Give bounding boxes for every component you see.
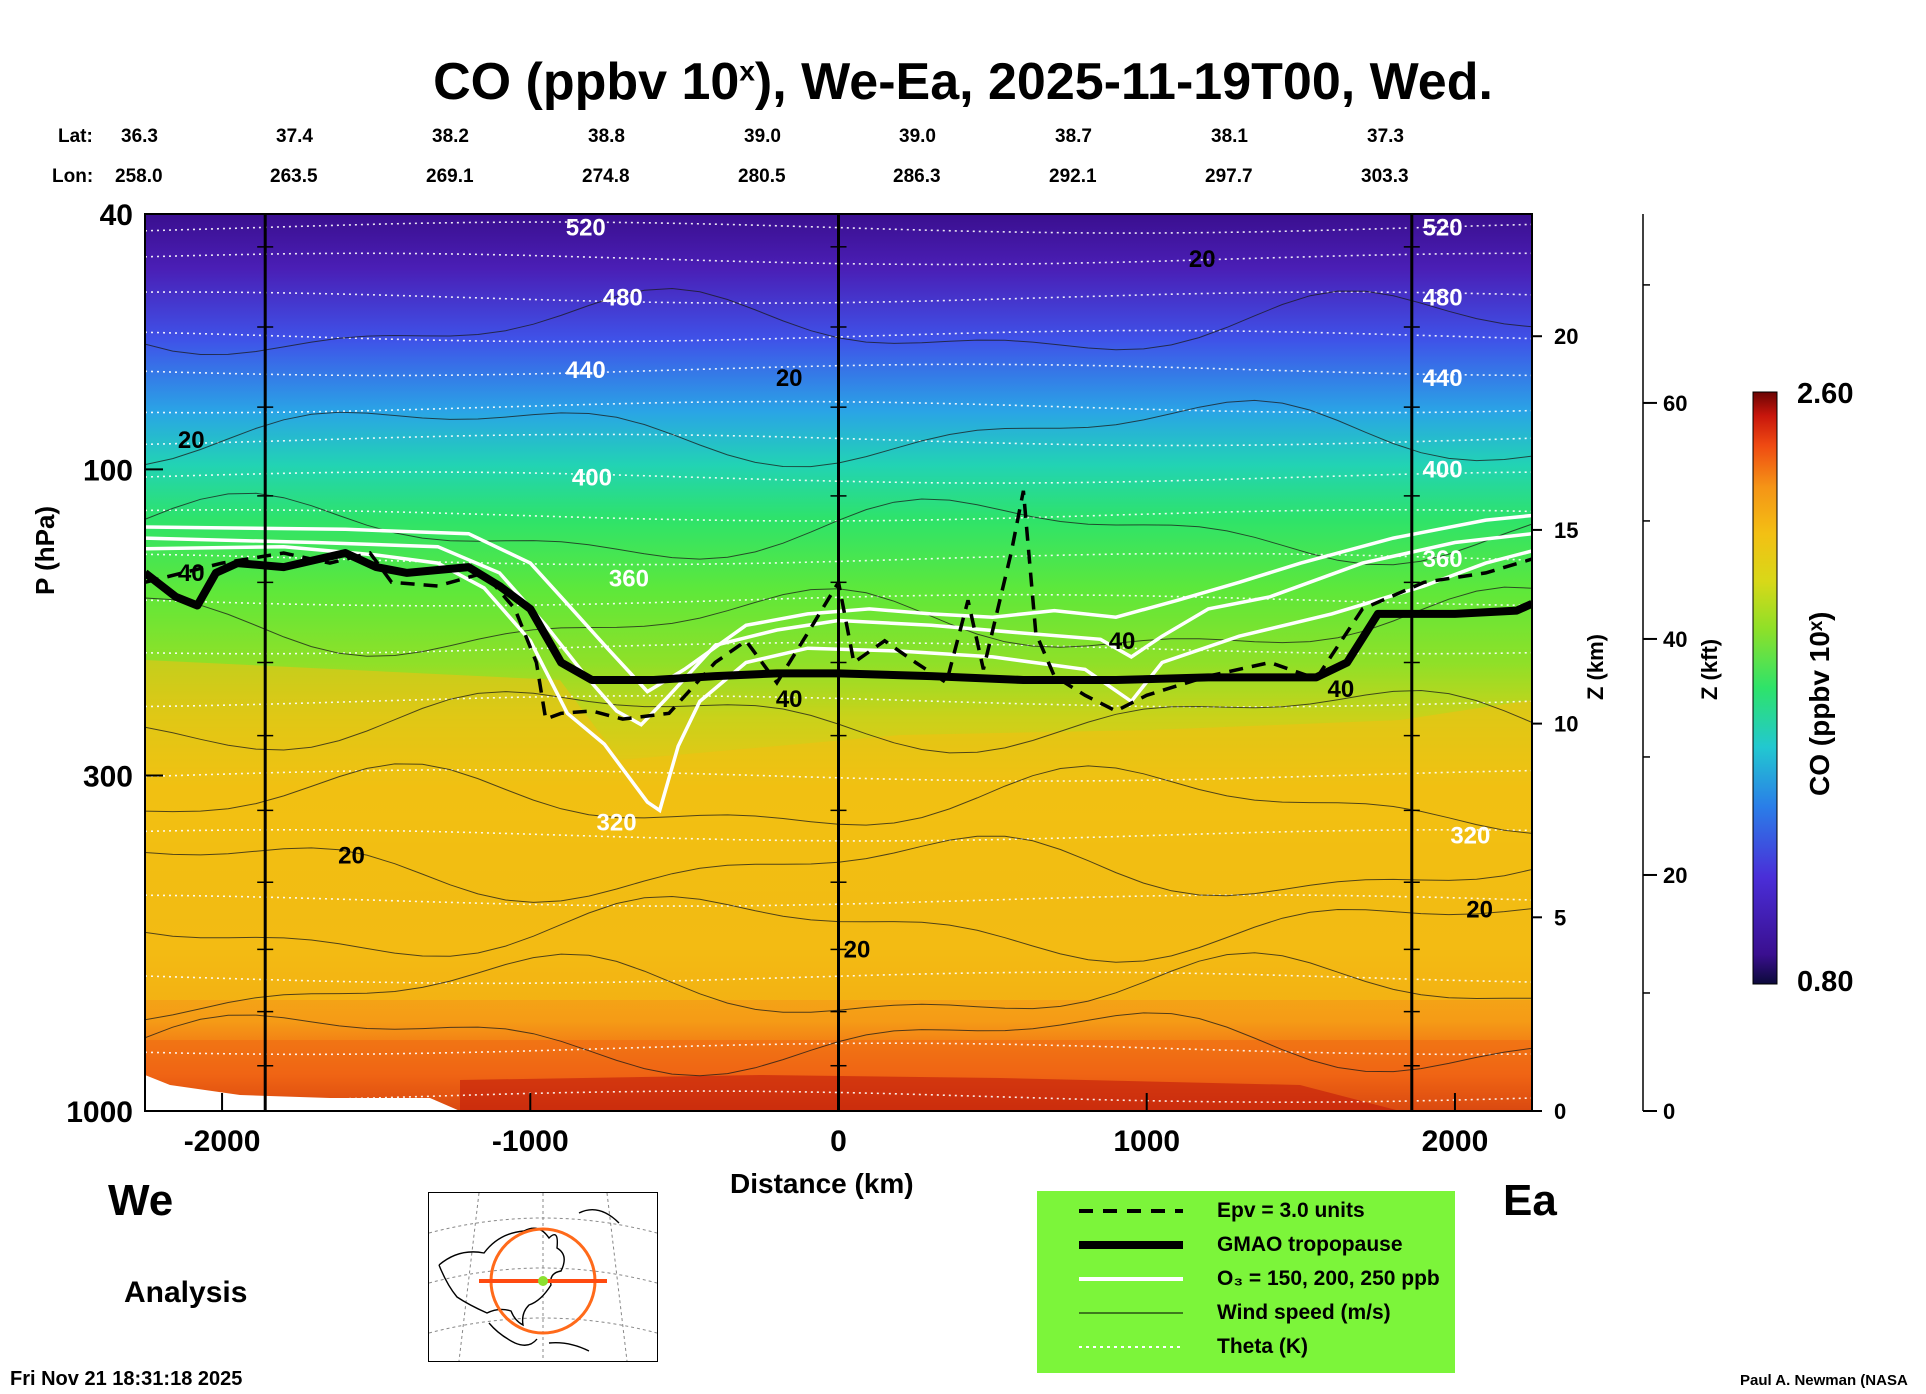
locator-map	[428, 1192, 658, 1362]
legend-wind: Wind speed (m/s)	[1077, 1298, 1391, 1328]
z-km-tick-label: 0	[1554, 1099, 1566, 1124]
epv-contour	[145, 490, 1532, 722]
theta-label: 320	[1450, 822, 1490, 849]
wind-label: 20	[776, 365, 803, 392]
theta-label: 360	[609, 566, 649, 593]
lon-value: 269.1	[426, 166, 474, 187]
y-tick-label: 100	[83, 454, 133, 487]
legend-theta-swatch	[1079, 1346, 1183, 1348]
lat-value: 36.3	[121, 126, 158, 147]
legend-epv: Epv = 3.0 units	[1077, 1196, 1365, 1226]
analysis-label: Analysis	[124, 1276, 248, 1309]
lat-value: 38.2	[432, 126, 469, 147]
wind-label: 20	[1189, 246, 1216, 273]
y-axis-label: P (hPa)	[30, 505, 60, 595]
map-center-marker	[538, 1276, 548, 1286]
colorbar-min-label: 0.80	[1797, 966, 1854, 998]
wind-label: 40	[1109, 628, 1136, 655]
east-label: Ea	[1503, 1176, 1557, 1225]
theta-label: 520	[1423, 215, 1463, 242]
lon-value: 263.5	[270, 166, 318, 187]
theta-label: 480	[603, 285, 643, 312]
x-axis-label: Distance (km)	[730, 1168, 914, 1199]
colorbar	[1752, 391, 1778, 985]
ozone-250-contour	[145, 544, 1532, 814]
x-tick-label: -1000	[492, 1125, 569, 1158]
legend: Epv = 3.0 units GMAO tropopause O₃ = 150…	[1037, 1191, 1455, 1373]
legend-tropopause: GMAO tropopause	[1077, 1230, 1403, 1260]
legend-tropopause-swatch	[1079, 1241, 1183, 1249]
y-tick-label: 40	[100, 199, 133, 232]
z-kft-tick-label: 20	[1663, 863, 1687, 888]
theta-label: 400	[1423, 456, 1463, 483]
west-label: We	[108, 1176, 174, 1225]
timestamp: Fri Nov 21 18:31:18 2025	[10, 1368, 243, 1390]
z-km-tick-label: 20	[1554, 324, 1578, 349]
lat-value: 37.3	[1367, 126, 1404, 147]
theta-label: 400	[572, 465, 612, 492]
legend-epv-swatch	[1079, 1209, 1183, 1213]
theta-label: 320	[597, 809, 637, 836]
legend-ozone-swatch	[1079, 1277, 1183, 1281]
wind-label: 20	[338, 843, 365, 870]
lon-value: 286.3	[893, 166, 941, 187]
y-tick-label: 300	[83, 760, 133, 793]
z-km-tick-label: 5	[1554, 905, 1566, 930]
lon-value: 274.8	[582, 166, 630, 187]
x-tick-label: 0	[830, 1125, 847, 1158]
theta-label: 360	[1423, 546, 1463, 573]
x-tick-label: 1000	[1113, 1125, 1180, 1158]
wind-label: 20	[844, 936, 871, 963]
lat-label: Lat:	[58, 126, 93, 147]
z-kft-tick-label: 60	[1663, 391, 1687, 416]
z-km-label: Z (km)	[1583, 634, 1608, 700]
lat-value: 39.0	[899, 126, 936, 147]
x-tick-label: -2000	[184, 1125, 261, 1158]
z-kft-tick-label: 0	[1663, 1099, 1675, 1124]
ozone-150-contour	[145, 513, 1532, 694]
lon-label: Lon:	[52, 166, 94, 187]
wind-label: 20	[1466, 896, 1493, 923]
z-km-tick-label: 15	[1554, 518, 1578, 543]
legend-ozone: O₃ = 150, 200, 250 ppb	[1077, 1264, 1440, 1294]
lon-value: 258.0	[115, 166, 163, 187]
legend-theta: Theta (K)	[1077, 1332, 1308, 1362]
lon-value: 303.3	[1361, 166, 1409, 187]
z-kft-tick-label: 40	[1663, 627, 1687, 652]
theta-label: 440	[566, 357, 606, 384]
credit-text: Paul A. Newman (NASA	[1740, 1372, 1908, 1389]
lat-value: 39.0	[744, 126, 781, 147]
colorbar-max-label: 2.60	[1797, 378, 1854, 410]
theta-label: 480	[1423, 285, 1463, 312]
chart-title: CO (ppbv 10x), We-Ea, 2025-11-19T00, Wed…	[433, 53, 1493, 111]
lat-value: 38.7	[1055, 126, 1092, 147]
wind-label: 20	[178, 427, 205, 454]
x-tick-label: 2000	[1422, 1125, 1489, 1158]
lon-value: 297.7	[1205, 166, 1253, 187]
z-kft-label: Z (kft)	[1697, 638, 1722, 700]
lat-value: 37.4	[276, 126, 313, 147]
lon-value: 280.5	[738, 166, 786, 187]
lon-value: 292.1	[1049, 166, 1097, 187]
lat-value: 38.8	[588, 126, 625, 147]
legend-wind-swatch	[1079, 1312, 1183, 1314]
z-km-tick-label: 10	[1554, 712, 1578, 737]
wind-label: 40	[178, 560, 205, 587]
wind-label: 40	[776, 686, 803, 713]
theta-label: 520	[566, 215, 606, 242]
colorbar-title: CO (ppbv 10ˣ)	[1804, 611, 1835, 797]
theta-label: 440	[1423, 365, 1463, 392]
lat-value: 38.1	[1211, 126, 1248, 147]
y-tick-label: 1000	[66, 1096, 133, 1129]
tropopause-line	[145, 549, 1532, 684]
wind-label: 40	[1328, 676, 1355, 703]
